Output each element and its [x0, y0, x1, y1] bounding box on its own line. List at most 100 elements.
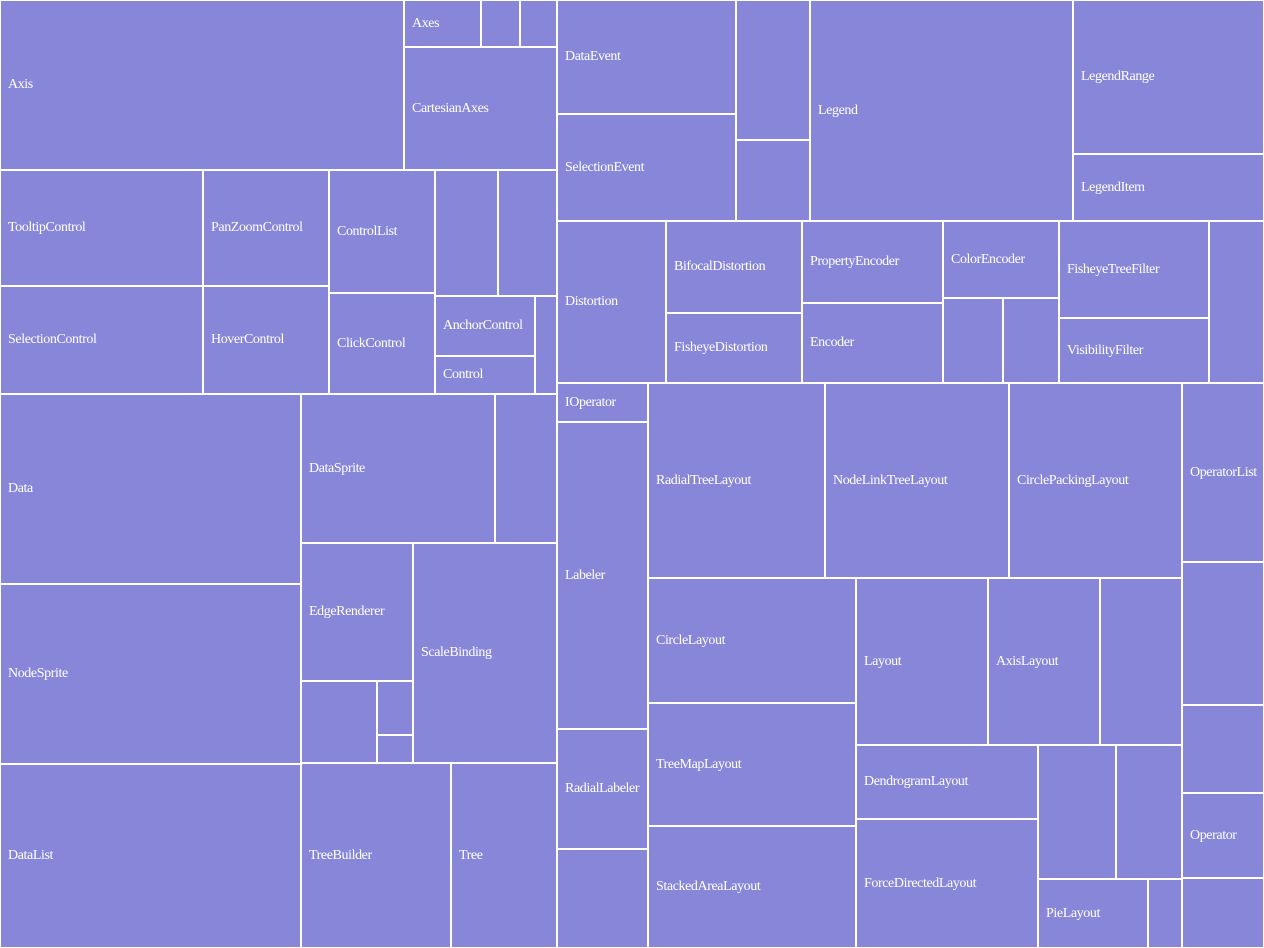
treemap-label: Tree [459, 847, 483, 863]
treemap-cell-visibility-filter[interactable]: VisibilityFilter [1059, 318, 1209, 383]
treemap-cell-unlabeled-69[interactable] [1182, 878, 1264, 948]
treemap-cell-encoder[interactable]: Encoder [802, 303, 943, 383]
treemap-label: ColorEncoder [951, 251, 1025, 267]
treemap-cell-node-link-tree-layout[interactable]: NodeLinkTreeLayout [825, 383, 1009, 578]
treemap-cell-unlabeled-9[interactable] [498, 170, 557, 296]
treemap-label: Legend [818, 102, 858, 118]
treemap-cell-selection-control[interactable]: SelectionControl [0, 286, 203, 394]
treemap-cell-fisheye-tree-filter[interactable]: FisheyeTreeFilter [1059, 221, 1209, 318]
treemap-cell-unlabeled-68[interactable] [1148, 879, 1182, 948]
treemap-label: Axis [8, 77, 33, 92]
treemap-cell-distortion[interactable]: Distortion [557, 221, 666, 383]
treemap-cell-labeler[interactable]: Labeler [557, 422, 648, 729]
treemap-label: PanZoomControl [211, 220, 303, 235]
treemap-cell-tooltip-control[interactable]: TooltipControl [0, 170, 203, 286]
treemap-label: HoverControl [211, 332, 284, 347]
treemap-cell-stacked-area-layout[interactable]: StackedAreaLayout [648, 826, 856, 948]
treemap-cell-scale-binding[interactable]: ScaleBinding [413, 543, 557, 763]
treemap-label: Control [443, 367, 483, 382]
treemap-label: CirclePackingLayout [1017, 472, 1129, 488]
treemap-cell-selection-event[interactable]: SelectionEvent [557, 114, 736, 221]
treemap-label: Encoder [810, 335, 854, 350]
treemap-cell-pie-layout[interactable]: PieLayout [1038, 879, 1148, 948]
treemap-label: RadialLabeler [565, 781, 640, 796]
treemap-label: VisibilityFilter [1067, 342, 1143, 358]
treemap-cell-unlabeled-23[interactable] [377, 681, 413, 735]
treemap-label: Data [8, 481, 33, 496]
treemap-cell-unlabeled-24[interactable] [377, 735, 413, 763]
treemap-cell-unlabeled-58[interactable] [1182, 562, 1264, 705]
treemap-cell-unlabeled-63[interactable] [1182, 705, 1264, 793]
treemap-cell-unlabeled-41[interactable] [943, 298, 1003, 383]
treemap-cell-dendrogram-layout[interactable]: DendrogramLayout [856, 745, 1038, 819]
treemap-cell-unlabeled-29[interactable] [736, 0, 810, 140]
treemap-label: Labeler [565, 567, 605, 583]
treemap-cell-control[interactable]: Control [435, 356, 535, 394]
treemap-label: LegendItem [1081, 179, 1145, 195]
treemap-cell-pan-zoom-control[interactable]: PanZoomControl [203, 170, 329, 286]
treemap-cell-ioperator[interactable]: IOperator [557, 383, 648, 422]
treemap-label: DendrogramLayout [864, 774, 969, 789]
treemap-label: PieLayout [1046, 905, 1100, 921]
treemap-cell-operator[interactable]: Operator [1182, 793, 1264, 878]
treemap-cell-radial-tree-layout[interactable]: RadialTreeLayout [648, 383, 825, 578]
treemap-cell-unlabeled-61[interactable] [1038, 745, 1116, 879]
treemap-cell-unlabeled-45[interactable] [1209, 221, 1264, 383]
treemap-cell-bifocal-distortion[interactable]: BifocalDistortion [666, 221, 802, 313]
treemap-cell-node-sprite[interactable]: NodeSprite [0, 584, 301, 764]
treemap-cell-radial-labeler[interactable]: RadialLabeler [557, 729, 648, 849]
treemap-cell-hover-control[interactable]: HoverControl [203, 286, 329, 394]
treemap-cell-circle-layout[interactable]: CircleLayout [648, 578, 856, 703]
treemap-cell-data-event[interactable]: DataEvent [557, 0, 736, 114]
treemap-cell-unlabeled-62[interactable] [1116, 745, 1182, 879]
treemap-label: ScaleBinding [421, 645, 492, 660]
treemap-cell-force-directed-layout[interactable]: ForceDirectedLayout [856, 819, 1038, 948]
treemap-cell-unlabeled-14[interactable] [535, 296, 557, 394]
treemap-cell-click-control[interactable]: ClickControl [329, 293, 435, 394]
treemap-label: Distortion [565, 294, 618, 309]
treemap-cell-cartesian-axes[interactable]: CartesianAxes [404, 47, 557, 170]
treemap-cell-data-sprite[interactable]: DataSprite [301, 394, 495, 543]
treemap-cell-layout[interactable]: Layout [856, 578, 988, 745]
treemap-cell-unlabeled-8[interactable] [435, 170, 498, 296]
treemap-cell-unlabeled-42[interactable] [1003, 298, 1059, 383]
treemap-label: AnchorControl [443, 318, 523, 333]
treemap-cell-legend-range[interactable]: LegendRange [1073, 0, 1264, 154]
treemap-cell-legend-item[interactable]: LegendItem [1073, 154, 1264, 221]
treemap-cell-operator-list[interactable]: OperatorList [1182, 383, 1264, 562]
treemap-cell-axis[interactable]: Axis [0, 0, 404, 170]
treemap-cell-data-list[interactable]: DataList [0, 764, 301, 948]
treemap-cell-edge-renderer[interactable]: EdgeRenderer [301, 543, 413, 681]
treemap-label: NodeLinkTreeLayout [833, 472, 948, 488]
treemap-cell-unlabeled-49[interactable] [557, 849, 648, 948]
treemap-cell-unlabeled-57[interactable] [1100, 578, 1182, 745]
treemap-label: SelectionControl [8, 332, 97, 347]
treemap-label: DataList [8, 848, 54, 863]
treemap-cell-unlabeled-2[interactable] [481, 0, 520, 47]
treemap-cell-unlabeled-31[interactable] [736, 140, 810, 221]
treemap-cell-axis-layout[interactable]: AxisLayout [988, 578, 1100, 745]
treemap-cell-unlabeled-3[interactable] [520, 0, 557, 47]
treemap-label: TooltipControl [8, 220, 86, 235]
treemap-label: CircleLayout [656, 632, 726, 648]
treemap-cell-tree[interactable]: Tree [451, 763, 557, 948]
treemap-label: TreeBuilder [309, 847, 372, 863]
treemap-cell-unlabeled-18[interactable] [495, 394, 557, 543]
treemap-label: Operator [1190, 827, 1237, 843]
treemap-cell-property-encoder[interactable]: PropertyEncoder [802, 221, 943, 303]
treemap-label: StackedAreaLayout [656, 879, 761, 894]
treemap-cell-circle-packing-layout[interactable]: CirclePackingLayout [1009, 383, 1182, 578]
treemap-cell-data[interactable]: Data [0, 394, 301, 584]
treemap-label: DataEvent [565, 49, 621, 64]
treemap-cell-tree-map-layout[interactable]: TreeMapLayout [648, 703, 856, 826]
treemap-cell-tree-builder[interactable]: TreeBuilder [301, 763, 451, 948]
treemap-cell-legend[interactable]: Legend [810, 0, 1073, 221]
treemap-label: NodeSprite [8, 666, 68, 681]
treemap-cell-fisheye-distortion[interactable]: FisheyeDistortion [666, 313, 802, 383]
treemap-cell-unlabeled-22[interactable] [301, 681, 377, 763]
treemap-cell-control-list[interactable]: ControlList [329, 170, 435, 293]
treemap-cell-anchor-control[interactable]: AnchorControl [435, 296, 535, 356]
treemap-cell-color-encoder[interactable]: ColorEncoder [943, 221, 1059, 298]
treemap-cell-axes[interactable]: Axes [404, 0, 481, 47]
